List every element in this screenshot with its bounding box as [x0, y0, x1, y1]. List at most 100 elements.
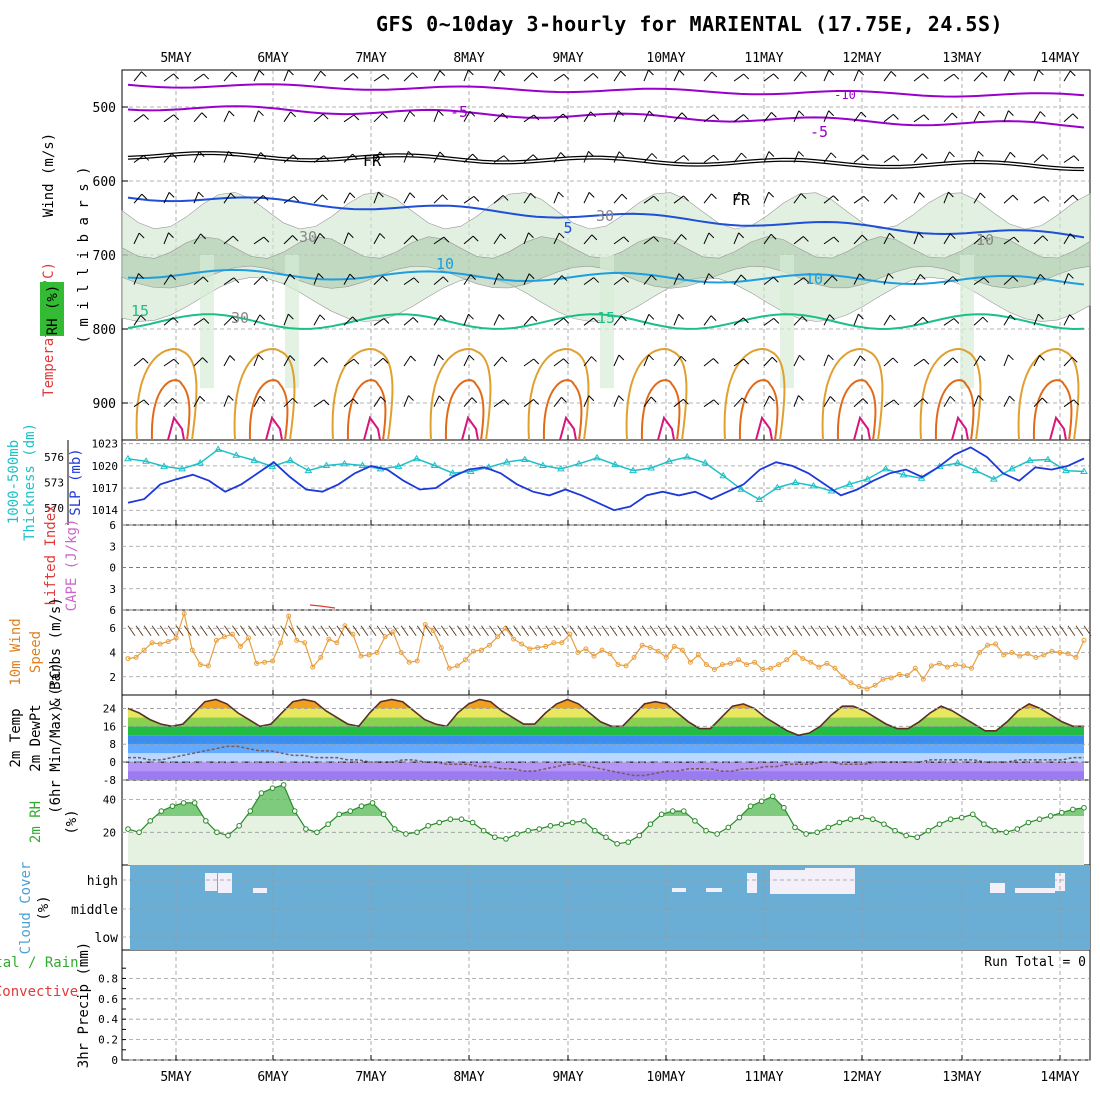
wind-barb	[223, 110, 230, 123]
wind-barb-flag	[773, 318, 780, 324]
wind-barb-flag	[953, 73, 960, 80]
wind-barb	[248, 625, 256, 637]
wind-barb-flag	[198, 191, 204, 198]
wind-barb-flag	[289, 273, 296, 280]
wind-barb-flag	[952, 357, 959, 364]
wind-speed-point	[840, 674, 846, 680]
cloud-ytick: middle	[71, 903, 118, 918]
wind-speed-point	[1001, 652, 1007, 658]
wind-barb-flag	[653, 195, 660, 202]
wind-speed-point	[679, 647, 685, 653]
wind-speed-point	[294, 637, 300, 643]
wind-speed-point	[663, 654, 669, 660]
temp-ytick: 0	[109, 756, 116, 769]
rh-point	[803, 831, 809, 837]
isotherm-20-lobe	[527, 348, 590, 441]
wind-barb-flag	[528, 273, 535, 280]
precip-label-axis: 3hr Precip (mm)	[76, 942, 92, 1068]
wind-barb	[733, 317, 744, 326]
wind-barb	[392, 625, 401, 637]
wind-barb	[703, 71, 713, 82]
thickness-point	[250, 456, 259, 463]
wind-barb	[963, 625, 971, 637]
wind-barb	[343, 273, 351, 285]
wind-speed-point	[824, 660, 830, 666]
stability-ytick: 6	[109, 604, 116, 617]
wind-barb	[883, 314, 891, 326]
wind10-label-2: Speed	[28, 631, 44, 673]
wind-barb	[272, 625, 280, 637]
wind-barb	[1033, 154, 1044, 163]
wind-barb-flag	[921, 153, 928, 160]
wind-barb	[193, 318, 205, 326]
slp-ytick: 1020	[92, 460, 119, 473]
wind-barb	[163, 397, 173, 408]
wind-barb	[553, 232, 560, 245]
wind-barb	[223, 71, 233, 82]
wind-barb-flag	[710, 315, 717, 321]
wind-barb	[373, 396, 382, 407]
wind-barb	[583, 234, 593, 245]
wind-speed-point	[559, 640, 565, 646]
wind-barb-flag	[322, 194, 328, 201]
wind-barb	[481, 625, 489, 637]
wind-speed-point	[278, 640, 284, 646]
wind-barb	[1063, 194, 1074, 204]
precip-ytick: 0.4	[98, 1013, 118, 1026]
wind-barb-flag	[143, 399, 150, 406]
rh-point	[636, 832, 643, 839]
wind-speed-point	[816, 664, 822, 670]
slp-ytick: 1014	[92, 504, 119, 517]
wind-barb-flag	[923, 358, 930, 365]
wind-barb	[283, 355, 291, 367]
wind-barb	[433, 110, 439, 122]
wind-barb	[834, 625, 843, 637]
wind-barb	[1063, 155, 1075, 163]
thickness-point	[701, 458, 710, 466]
wind-barb	[457, 625, 465, 637]
wind-speed-point	[752, 659, 758, 665]
wind-barb	[583, 111, 592, 123]
wind-barb	[1003, 152, 1011, 163]
wind-barb-flag	[648, 110, 655, 117]
thickness-point	[430, 461, 439, 468]
wind-barb	[553, 625, 562, 637]
thickness-point	[917, 474, 926, 481]
wind-barb	[746, 625, 754, 637]
wind-barb	[1003, 110, 1009, 122]
wind-barb-flag	[1072, 113, 1079, 120]
wind-barb-flag	[891, 194, 898, 200]
wind-barb	[553, 152, 562, 163]
wind-speed-point	[728, 660, 734, 666]
wind-speed-point	[1025, 651, 1031, 657]
temp-label-3: (6hr Min/Max) (°C)	[48, 662, 64, 814]
wind-barb-flag	[263, 236, 270, 243]
wind-speed-point	[856, 684, 862, 689]
wind-barb-flag	[653, 236, 659, 243]
wind-barb	[403, 277, 415, 286]
wind-speed-point	[969, 665, 975, 671]
wind-barb-flag	[409, 110, 416, 117]
wind-barb	[193, 112, 203, 123]
wind-barb-flag	[1009, 314, 1016, 321]
wind-barb	[433, 395, 440, 407]
date-label-top: 9MAY	[552, 51, 583, 66]
wind-barb-flag	[860, 111, 867, 118]
wind-barb	[553, 317, 565, 326]
wind-barb	[553, 191, 559, 204]
wind-barb	[360, 625, 369, 637]
rh-point	[447, 816, 454, 823]
wind-barb-flag	[533, 114, 540, 121]
wind-barb	[703, 315, 712, 326]
wind-barb-flag	[1039, 111, 1046, 117]
rh-point	[625, 839, 632, 845]
wind-speed-point	[157, 641, 163, 647]
isotherm-25-lobe	[150, 379, 191, 441]
contour-label: FR	[363, 152, 382, 170]
wind-barb	[313, 113, 324, 123]
wind-barb	[216, 625, 224, 637]
wind-speed-point	[768, 665, 774, 671]
isotherm-30-lobe	[853, 415, 871, 441]
thickness-point	[1062, 466, 1070, 474]
wind-barb-flag	[382, 357, 389, 364]
